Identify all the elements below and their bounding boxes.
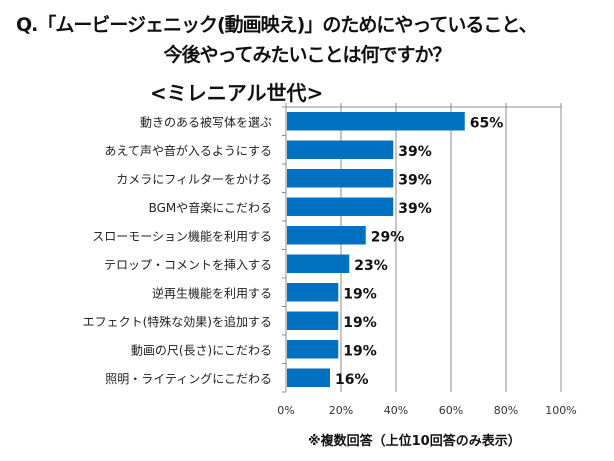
category-label: 照明・ライティングにこだわる [105, 372, 272, 386]
chart-title-line1: Q.「ムービージェニック(動画映え)」のためにやっていること、 [16, 14, 538, 36]
category-label: カメラにフィルターをかける [116, 172, 272, 186]
x-tick-label: 80% [494, 404, 518, 417]
chart-title-line2: 今後やってみたいことは何ですか？ [163, 44, 451, 66]
bar [287, 226, 366, 245]
data-label: 65% [470, 115, 504, 131]
x-tick-label: 40% [384, 404, 408, 417]
bar [287, 311, 339, 330]
bar [287, 140, 394, 159]
bar [287, 254, 350, 273]
x-tick-label: 100% [545, 404, 576, 417]
category-label: テロップ・コメントを挿入する [104, 258, 272, 272]
footnote: ※複数回答（上位10回答のみ表示） [308, 434, 521, 449]
category-label: 動きのある被写体を選ぶ [140, 115, 272, 129]
chart-subtitle: <ミレニアル世代> [150, 81, 324, 105]
category-label: スローモーション機能を利用する [92, 228, 272, 243]
data-label: 39% [398, 201, 432, 217]
category-label: 逆再生機能を利用する [152, 285, 272, 300]
x-tick-label: 20% [329, 404, 353, 417]
data-label: 23% [354, 258, 388, 274]
category-label: 動画の尺(長さ)にこだわる [131, 343, 272, 357]
data-label: 29% [371, 229, 405, 245]
data-label: 19% [343, 286, 377, 302]
data-label: 39% [398, 172, 432, 188]
category-label: あえて声や音が入るようにする [104, 143, 272, 158]
bar [287, 340, 339, 359]
data-label: 19% [343, 315, 377, 331]
data-label: 39% [398, 144, 432, 160]
x-tick-label: 0% [277, 404, 294, 417]
bar [287, 169, 394, 188]
bar [287, 368, 330, 387]
x-tick-label: 60% [439, 404, 463, 417]
data-label: 16% [335, 372, 369, 388]
bar [287, 197, 394, 216]
category-label: BGMや音楽にこだわる [149, 200, 272, 215]
bar [287, 112, 465, 131]
category-label: エフェクト(特殊な効果)を追加する [83, 314, 272, 329]
data-label: 19% [343, 343, 377, 359]
bar [287, 283, 339, 302]
